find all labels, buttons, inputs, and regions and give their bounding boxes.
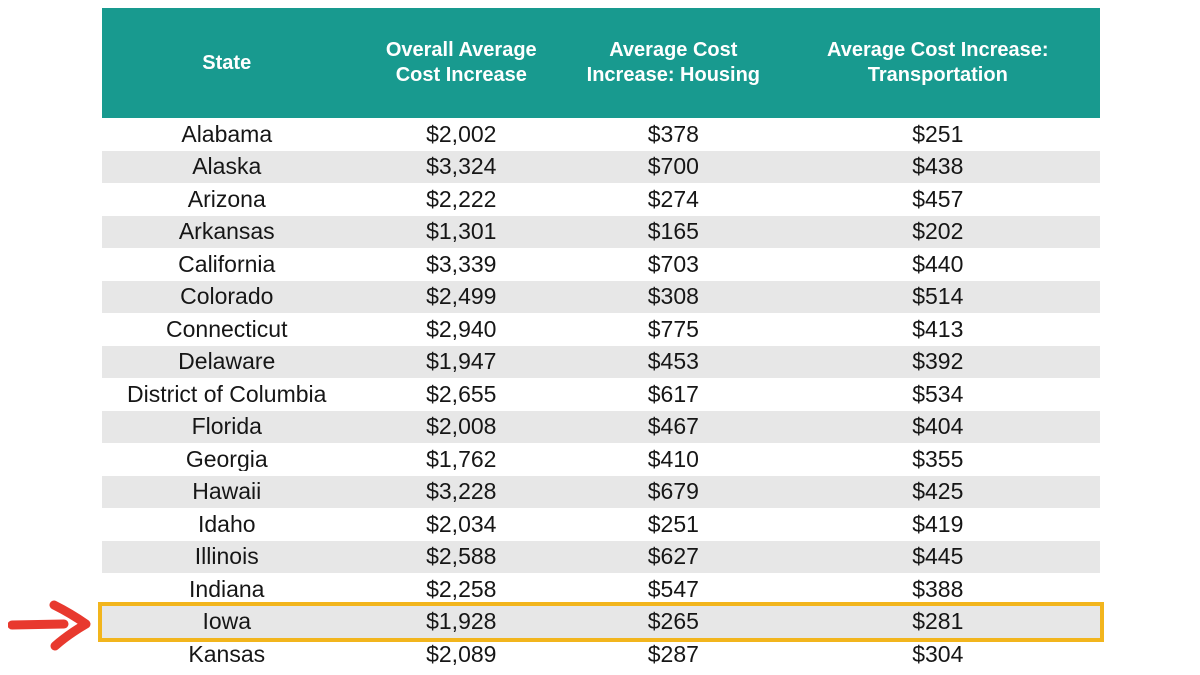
state-cell: Illinois bbox=[194, 545, 259, 569]
value-cell: $703 bbox=[647, 252, 699, 276]
value-cell: $2,258 bbox=[426, 577, 497, 601]
value-cell: $425 bbox=[912, 480, 964, 504]
table-row: Hawaii $3,228 $679 $425 bbox=[102, 475, 1100, 508]
value-cell: $2,089 bbox=[426, 642, 497, 666]
state-cell: California bbox=[178, 252, 276, 276]
value-cell: $775 bbox=[647, 317, 699, 341]
value-cell: $700 bbox=[647, 155, 699, 179]
value-cell: $2,940 bbox=[426, 317, 497, 341]
value-cell: $679 bbox=[647, 480, 699, 504]
table-header-row: State Overall Average Cost Increase Aver… bbox=[102, 8, 1100, 118]
state-cell: Arkansas bbox=[178, 220, 275, 244]
value-cell: $304 bbox=[912, 642, 964, 666]
state-cell: Indiana bbox=[189, 577, 265, 601]
state-cell: Kansas bbox=[188, 642, 266, 666]
value-cell: $467 bbox=[647, 415, 699, 439]
value-cell: $438 bbox=[912, 155, 964, 179]
state-cell: Idaho bbox=[197, 512, 256, 536]
value-cell: $274 bbox=[647, 187, 699, 211]
state-cell: Florida bbox=[191, 415, 262, 439]
table-row: Indiana $2,258 $547 $388 bbox=[102, 573, 1100, 606]
value-cell: $251 bbox=[647, 512, 699, 536]
state-cost-table: State Overall Average Cost Increase Aver… bbox=[98, 8, 1104, 671]
value-cell: $265 bbox=[647, 610, 699, 634]
table-row: Colorado $2,499 $308 $514 bbox=[102, 280, 1100, 313]
value-cell: $388 bbox=[912, 577, 964, 601]
value-cell: $440 bbox=[912, 252, 964, 276]
value-cell: $392 bbox=[912, 350, 964, 374]
value-cell: $2,222 bbox=[426, 187, 497, 211]
value-cell: $627 bbox=[647, 545, 699, 569]
value-cell: $1,762 bbox=[426, 447, 497, 471]
value-cell: $3,228 bbox=[426, 480, 497, 504]
state-cell: Hawaii bbox=[192, 480, 262, 504]
value-cell: $1,947 bbox=[426, 350, 497, 374]
table-row: California $3,339 $703 $440 bbox=[102, 248, 1100, 281]
value-cell: $2,588 bbox=[426, 545, 497, 569]
value-cell: $287 bbox=[647, 642, 699, 666]
value-cell: $2,002 bbox=[426, 122, 497, 146]
value-cell: $1,928 bbox=[426, 610, 497, 634]
value-cell: $445 bbox=[912, 545, 964, 569]
table-row: Alabama $2,002 $378 $251 bbox=[102, 118, 1100, 151]
value-cell: $404 bbox=[912, 415, 964, 439]
state-cell: Alabama bbox=[181, 122, 273, 146]
value-cell: $281 bbox=[912, 610, 964, 634]
table-row: Delaware $1,947 $453 $392 bbox=[102, 345, 1100, 378]
table-row: Alaska $3,324 $700 $438 bbox=[102, 150, 1100, 183]
table-row: Connecticut $2,940 $775 $413 bbox=[102, 313, 1100, 346]
value-cell: $514 bbox=[912, 285, 964, 309]
value-cell: $547 bbox=[647, 577, 699, 601]
value-cell: $2,008 bbox=[426, 415, 497, 439]
state-cell: District of Columbia bbox=[127, 382, 327, 406]
value-cell: $355 bbox=[912, 447, 964, 471]
state-cell: Georgia bbox=[185, 447, 268, 471]
value-cell: $3,324 bbox=[426, 155, 497, 179]
value-cell: $2,655 bbox=[426, 382, 497, 406]
state-cell: Alaska bbox=[192, 155, 262, 179]
column-header-housing: Average Cost Increase: Housing bbox=[586, 39, 761, 86]
table-row: Idaho $2,034 $251 $419 bbox=[102, 508, 1100, 541]
value-cell: $3,339 bbox=[426, 252, 497, 276]
value-cell: $534 bbox=[912, 382, 964, 406]
value-cell: $410 bbox=[647, 447, 699, 471]
red-arrow-icon bbox=[8, 600, 91, 651]
state-cell: Colorado bbox=[180, 285, 274, 309]
value-cell: $378 bbox=[647, 122, 699, 146]
table-row: District of Columbia $2,655 $617 $534 bbox=[102, 378, 1100, 411]
table-row-highlighted: Iowa $1,928 $265 $281 bbox=[98, 601, 1104, 642]
state-cell: Delaware bbox=[178, 350, 276, 374]
state-cell: Arizona bbox=[187, 187, 266, 211]
state-cell: Connecticut bbox=[166, 317, 288, 341]
value-cell: $202 bbox=[912, 220, 964, 244]
table-row: Illinois $2,588 $627 $445 bbox=[102, 540, 1100, 573]
value-cell: $457 bbox=[912, 187, 964, 211]
table-row: Florida $2,008 $467 $404 bbox=[102, 410, 1100, 443]
value-cell: $2,034 bbox=[426, 512, 497, 536]
value-cell: $1,301 bbox=[426, 220, 497, 244]
value-cell: $413 bbox=[912, 317, 964, 341]
value-cell: $251 bbox=[912, 122, 964, 146]
value-cell: $419 bbox=[912, 512, 964, 536]
value-cell: $2,499 bbox=[426, 285, 497, 309]
column-header-state: State bbox=[202, 51, 252, 74]
value-cell: $308 bbox=[647, 285, 699, 309]
table-body: Alabama $2,002 $378 $251 Alaska $3,324 $700 $43… bbox=[98, 118, 1104, 671]
value-cell: $617 bbox=[647, 382, 699, 406]
value-cell: $165 bbox=[647, 220, 699, 244]
value-cell: $453 bbox=[647, 350, 699, 374]
column-header-transportation: Average Cost Increase: Transportation bbox=[827, 39, 1049, 86]
table-row: Arizona $2,222 $274 $457 bbox=[102, 183, 1100, 216]
table-row: Arkansas $1,301 $165 $202 bbox=[102, 215, 1100, 248]
state-cell: Iowa bbox=[202, 610, 252, 634]
column-header-overall: Overall Average Cost Increase bbox=[385, 39, 537, 86]
table-row: Kansas $2,089 $287 $304 bbox=[102, 638, 1100, 671]
table-row: Georgia $1,762 $410 $355 bbox=[102, 443, 1100, 476]
